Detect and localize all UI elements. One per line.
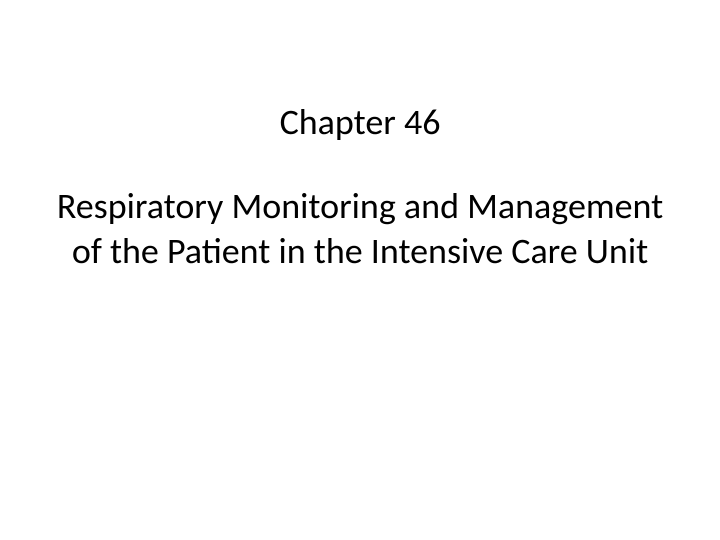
chapter-heading: Chapter 46: [280, 100, 441, 144]
slide-title: Respiratory Monitoring and Management of…: [50, 184, 670, 274]
